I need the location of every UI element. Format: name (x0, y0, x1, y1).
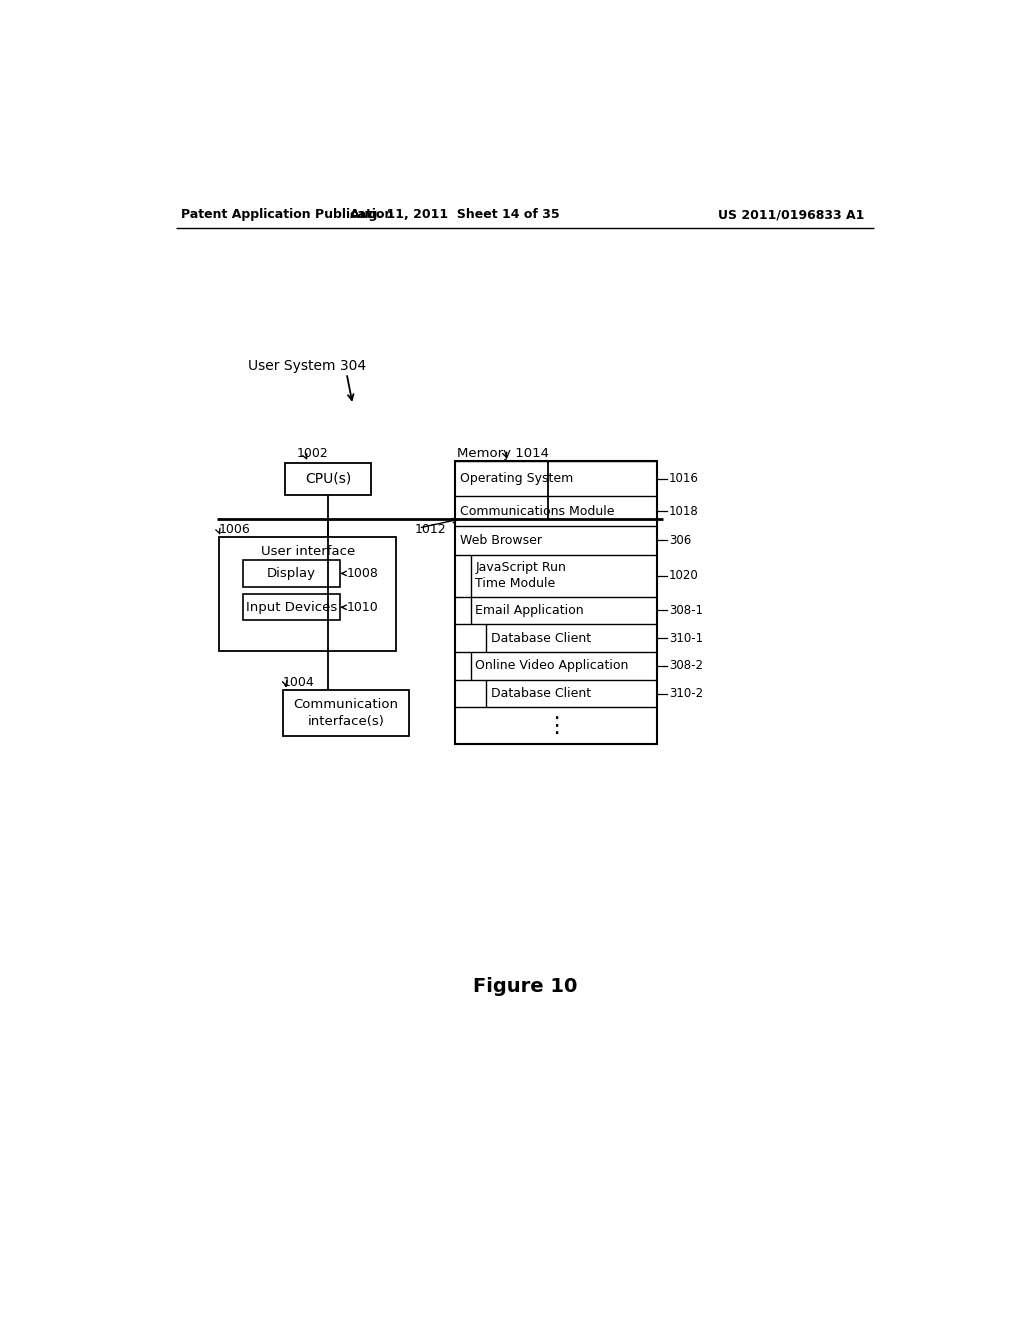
Text: 1020: 1020 (669, 569, 698, 582)
Text: Database Client: Database Client (490, 631, 591, 644)
Text: 308-2: 308-2 (669, 659, 702, 672)
Bar (286, 462, 371, 495)
Text: Email Application: Email Application (475, 603, 584, 616)
Text: Communication
interface(s): Communication interface(s) (293, 698, 398, 727)
Text: User interface: User interface (261, 545, 355, 557)
Text: 1008: 1008 (346, 566, 379, 579)
Text: US 2011/0196833 A1: US 2011/0196833 A1 (718, 209, 864, 222)
Text: 306: 306 (669, 533, 691, 546)
Text: 1010: 1010 (346, 601, 378, 614)
Text: User System 304: User System 304 (248, 359, 367, 374)
Bar (243, 560, 340, 586)
Text: Figure 10: Figure 10 (473, 977, 577, 995)
Text: Communications Module: Communications Module (460, 504, 614, 517)
Text: 1012: 1012 (415, 523, 446, 536)
Text: Display: Display (267, 566, 316, 579)
Text: Patent Application Publication: Patent Application Publication (180, 209, 393, 222)
Text: 308-1: 308-1 (669, 603, 702, 616)
Text: ⋮: ⋮ (545, 715, 567, 735)
Text: Memory 1014: Memory 1014 (457, 446, 549, 459)
Text: 1004: 1004 (283, 676, 314, 689)
Bar (283, 689, 409, 737)
Text: Operating System: Operating System (460, 473, 573, 486)
Bar (219, 537, 396, 651)
Text: 1006: 1006 (219, 523, 251, 536)
Bar (455, 461, 656, 744)
Text: 310-2: 310-2 (669, 686, 703, 700)
Bar (243, 594, 340, 620)
Text: Input Devices: Input Devices (246, 601, 337, 614)
Text: 1016: 1016 (669, 473, 698, 486)
Text: 1018: 1018 (669, 504, 698, 517)
Text: CPU(s): CPU(s) (305, 471, 351, 486)
Text: Database Client: Database Client (490, 686, 591, 700)
Text: JavaScript Run
Time Module: JavaScript Run Time Module (475, 561, 566, 590)
Text: Online Video Application: Online Video Application (475, 659, 629, 672)
Text: Aug. 11, 2011  Sheet 14 of 35: Aug. 11, 2011 Sheet 14 of 35 (350, 209, 560, 222)
Text: 1002: 1002 (297, 446, 329, 459)
Text: Web Browser: Web Browser (460, 533, 542, 546)
Text: 310-1: 310-1 (669, 631, 703, 644)
